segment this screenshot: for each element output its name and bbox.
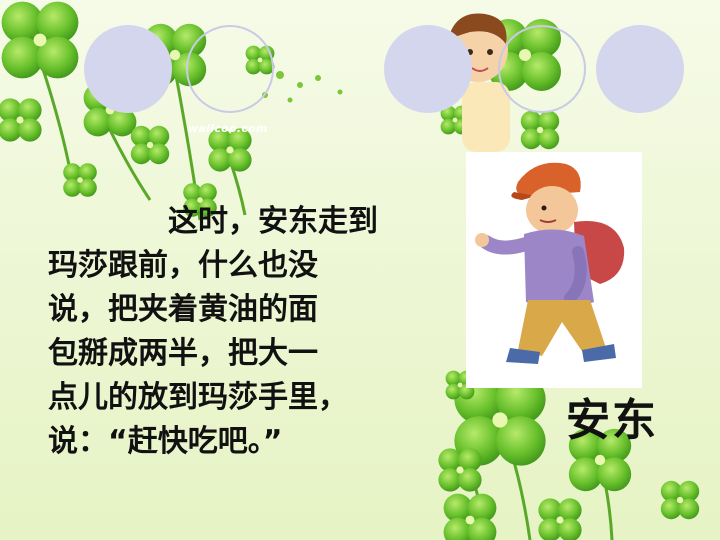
decorative-dots	[262, 71, 343, 103]
character-illustration	[466, 152, 642, 388]
story-line-5: 点儿的放到玛莎手里，	[48, 380, 348, 415]
boy-walking-icon	[475, 162, 625, 364]
decor-circle-filled-1	[84, 25, 172, 113]
decor-circle-outline-1	[186, 25, 274, 113]
watermark-text: wallcoo.com	[188, 122, 268, 135]
character-caption: 安东	[566, 395, 658, 446]
story-line-4: 包掰成两半，把大一	[48, 336, 318, 371]
decor-circle-filled-2	[384, 25, 472, 113]
story-line-1: 这时，安东走到	[168, 204, 378, 239]
story-text: 这时，安东走到 玛莎跟前，什么也没 说，把夹着黄油的面 包掰成两半，把大一 点儿…	[48, 200, 448, 464]
decor-circle-outline-2	[498, 25, 586, 113]
story-line-3: 说，把夹着黄油的面	[48, 292, 318, 327]
story-line-6: 说：“赶快吃吧。”	[48, 424, 283, 459]
story-line-2: 玛莎跟前，什么也没	[48, 248, 318, 283]
decor-circle-filled-3	[596, 25, 684, 113]
